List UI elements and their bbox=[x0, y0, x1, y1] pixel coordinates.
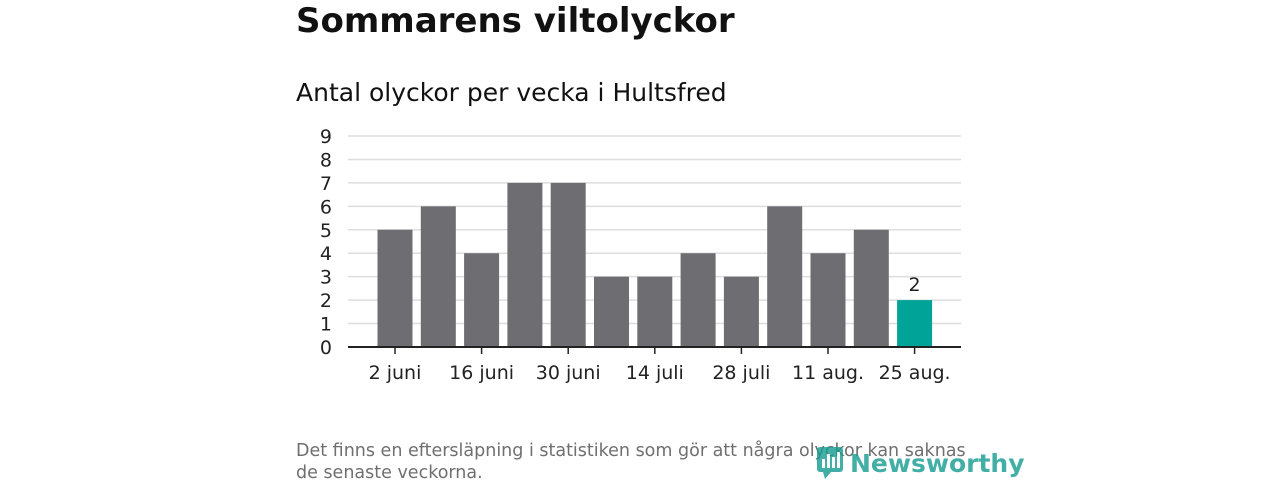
x-tick-label: 30 juni bbox=[536, 362, 601, 384]
y-tick-label: 9 bbox=[320, 126, 332, 148]
bar bbox=[377, 229, 413, 347]
y-tick-label: 7 bbox=[320, 173, 332, 195]
bar bbox=[767, 206, 803, 347]
x-tick-label: 14 juli bbox=[626, 362, 684, 384]
y-tick-label: 4 bbox=[320, 243, 332, 265]
bar bbox=[594, 276, 629, 347]
bar bbox=[507, 182, 543, 347]
y-tick-label: 0 bbox=[320, 337, 332, 359]
y-tick-label: 8 bbox=[320, 149, 332, 171]
x-tick-label: 28 juli bbox=[712, 362, 770, 384]
bar bbox=[810, 253, 846, 347]
bar bbox=[853, 229, 889, 347]
y-tick-label: 5 bbox=[320, 220, 332, 242]
y-tick-label: 3 bbox=[320, 267, 332, 289]
x-tick-label: 11 aug. bbox=[792, 362, 864, 384]
data-label: 2 bbox=[909, 274, 921, 296]
y-tick-label: 1 bbox=[320, 314, 332, 336]
bar bbox=[550, 182, 586, 347]
chart-subtitle: Antal olyckor per vecka i Hultsfred bbox=[296, 78, 727, 107]
y-tick-label: 6 bbox=[320, 196, 332, 218]
newsworthy-logo: Newsworthy bbox=[816, 445, 1025, 481]
bar bbox=[723, 276, 759, 347]
bar bbox=[637, 276, 673, 347]
x-tick-label: 25 aug. bbox=[879, 362, 951, 384]
chart-container: Sommarens viltolyckor Antal olyckor per … bbox=[296, 0, 1025, 483]
bar bbox=[464, 253, 500, 347]
logo-text: Newsworthy bbox=[850, 448, 1025, 478]
page-title: Sommarens viltolyckor bbox=[296, 1, 735, 41]
footnote: Det finns en eftersläpning i statistiken… bbox=[296, 441, 966, 483]
bar bbox=[420, 206, 456, 347]
bar bbox=[680, 253, 716, 347]
newsworthy-logo-icon bbox=[817, 447, 843, 479]
x-tick-label: 16 juni bbox=[449, 362, 514, 384]
x-tick-label: 2 juni bbox=[369, 362, 422, 384]
y-tick-label: 2 bbox=[320, 290, 332, 312]
bar bbox=[897, 300, 933, 347]
